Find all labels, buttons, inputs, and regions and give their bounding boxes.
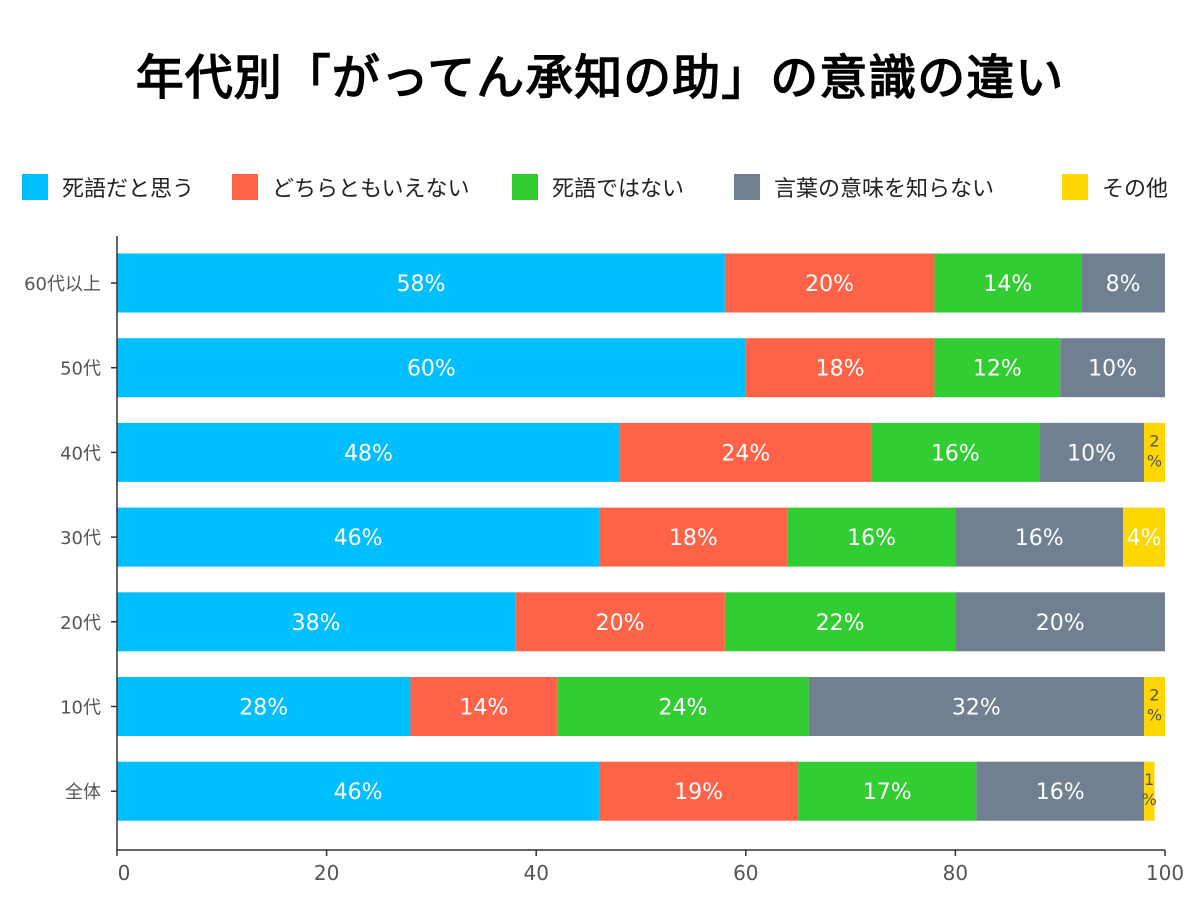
x-tick-label: 80 [943, 861, 968, 885]
bar-segment [117, 592, 516, 652]
data-label: 58% [396, 272, 445, 297]
data-label: 16% [847, 526, 896, 551]
bar-segment [557, 677, 809, 736]
x-tick-label: 20 [314, 861, 339, 885]
bar-segment [1039, 422, 1145, 482]
data-label: 4% [1127, 526, 1162, 551]
data-label: 12% [973, 357, 1022, 382]
y-tick-label: 20代 [60, 613, 101, 634]
x-tick-label: 0 [118, 861, 131, 885]
data-label: 16% [931, 441, 980, 466]
bar-segment [599, 761, 799, 821]
legend-item: 言葉の意味を知らない [734, 170, 994, 204]
legend-swatch [734, 174, 760, 200]
bar-segment [934, 253, 1082, 313]
legend-item: その他 [1062, 170, 1168, 204]
x-tick-label: 100 [1146, 861, 1184, 885]
bar-segment [117, 422, 621, 482]
y-tick-label: 全体 [65, 782, 101, 803]
data-label: 18% [816, 357, 865, 382]
bar-segment [117, 507, 600, 567]
data-label: 24% [658, 696, 707, 721]
bar-segment [117, 761, 600, 821]
y-tick-label: 40代 [60, 443, 101, 464]
bar-segment [724, 253, 935, 313]
bar-segment [787, 507, 956, 567]
data-label: 60% [407, 357, 456, 382]
bar-segment [410, 677, 558, 736]
bar-segment [515, 592, 725, 652]
data-label: 18% [669, 526, 718, 551]
bar-segment [620, 422, 872, 482]
bar-segment [745, 338, 935, 398]
bar-segment [955, 507, 1124, 567]
y-tick-label: 60代以上 [24, 274, 101, 295]
y-tick-label: 30代 [60, 528, 101, 549]
legend: 死語だと思う どちらともいえない 死語ではない 言葉の意味を知らない その他 [22, 170, 1192, 204]
bar-segment [1144, 761, 1155, 821]
x-tick-label: 60 [733, 861, 758, 885]
bar-segment [976, 761, 1145, 821]
chart-title: 年代別「がってん承知の助」の意識の違い [135, 50, 1065, 106]
bar-segment [934, 338, 1061, 398]
data-label: 48% [344, 441, 393, 466]
legend-label: どちらともいえない [272, 177, 470, 202]
data-label: 16% [1015, 526, 1064, 551]
data-label: 24% [721, 441, 770, 466]
data-label: 46% [334, 526, 383, 551]
legend-swatch [512, 174, 538, 200]
bar-segment [955, 592, 1165, 652]
data-label: 17% [863, 780, 912, 805]
bar-segment [808, 677, 1145, 736]
bar-segment [117, 677, 411, 736]
y-tick-label: 50代 [60, 359, 101, 380]
data-label: 14% [459, 696, 508, 721]
bar-segment [724, 592, 956, 652]
x-tick-label: 40 [523, 861, 548, 885]
data-label: 10% [1088, 357, 1137, 382]
legend-label: 言葉の意味を知らない [774, 177, 995, 202]
data-label: 10% [1067, 441, 1116, 466]
legend-item: 死語ではない [512, 170, 684, 204]
bar-segment [871, 422, 1040, 482]
bar-segment [1123, 507, 1165, 567]
data-label: 38% [292, 611, 341, 636]
y-tick-label: 10代 [60, 698, 101, 719]
data-label: 14% [983, 272, 1032, 297]
data-label: 2% [1147, 431, 1162, 470]
bar-segment [1144, 677, 1165, 736]
data-label: 46% [334, 780, 383, 805]
data-label: 32% [952, 696, 1001, 721]
data-label: 19% [674, 780, 723, 805]
legend-swatch [1062, 174, 1088, 200]
bar-segment [1144, 422, 1165, 482]
bar-segment [117, 253, 725, 313]
bar-segment [599, 507, 788, 567]
legend-label: その他 [1102, 177, 1169, 202]
data-label: 16% [1036, 780, 1085, 805]
bar-segment [117, 338, 746, 398]
legend-label: 死語だと思う [62, 177, 195, 202]
data-label: 20% [805, 272, 854, 297]
legend-label: 死語ではない [552, 177, 685, 202]
data-label: 2% [1147, 686, 1162, 725]
legend-item: どちらともいえない [232, 170, 470, 204]
bar-segment [1081, 253, 1165, 313]
data-label: 8% [1106, 272, 1141, 297]
legend-swatch [232, 174, 258, 200]
bar-segment [1060, 338, 1165, 398]
legend-swatch [22, 174, 48, 200]
legend-item: 死語だと思う [22, 170, 194, 204]
data-label: 22% [816, 611, 865, 636]
data-label: 1% [1142, 770, 1157, 809]
bar-segment [798, 761, 977, 821]
data-label: 28% [239, 696, 288, 721]
data-label: 20% [1036, 611, 1085, 636]
data-label: 20% [596, 611, 645, 636]
